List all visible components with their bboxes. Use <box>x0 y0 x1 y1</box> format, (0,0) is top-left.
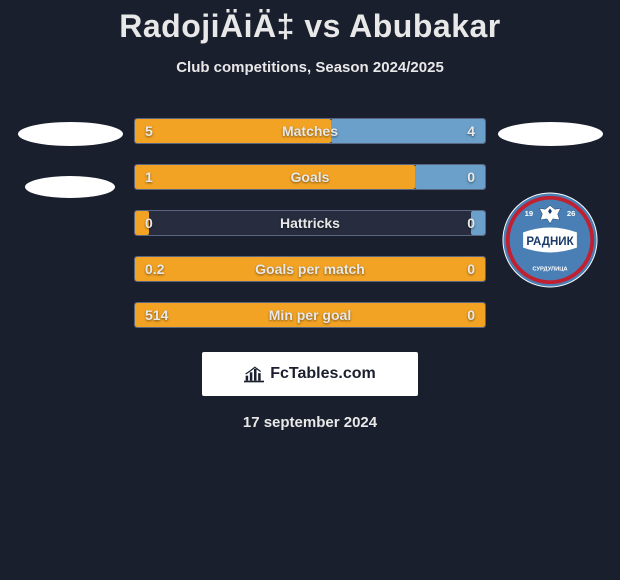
left-ellipse-2 <box>25 176 115 198</box>
stat-label: Goals per match <box>135 257 485 281</box>
stat-label: Matches <box>135 119 485 143</box>
stat-label: Hattricks <box>135 211 485 235</box>
attribution-badge: FcTables.com <box>202 352 418 396</box>
svg-text:26: 26 <box>567 209 576 218</box>
attribution-text: FcTables.com <box>270 365 376 383</box>
club-logo: РАДНИК СУРДУЛИЦА 19 26 <box>502 192 598 288</box>
stat-label: Goals <box>135 165 485 189</box>
stat-row: 00Hattricks <box>134 210 486 236</box>
stat-row: 0.20Goals per match <box>134 256 486 282</box>
svg-text:19: 19 <box>525 209 534 218</box>
stat-row: 54Matches <box>134 118 486 144</box>
chart-icon <box>244 365 264 383</box>
right-side-column: РАДНИК СУРДУЛИЦА 19 26 <box>490 118 610 288</box>
footer-date: 17 september 2024 <box>10 414 610 431</box>
bars-column: 54Matches 10Goals 00Hattricks 0.20Goals per… <box>130 118 490 328</box>
stat-row: 5140Min per goal <box>134 302 486 328</box>
left-side-column <box>10 118 130 198</box>
page-title: RadojiÄiÄ‡ vs Abubakar <box>10 0 610 45</box>
logo-main-text: РАДНИК <box>526 236 574 248</box>
left-ellipse-1 <box>18 122 123 146</box>
subtitle: Club competitions, Season 2024/2025 <box>10 59 610 76</box>
comparison-chart: 54Matches 10Goals 00Hattricks 0.20Goals per… <box>10 118 610 328</box>
stat-label: Min per goal <box>135 303 485 327</box>
logo-sub-text: СУРДУЛИЦА <box>532 267 567 273</box>
stat-row: 10Goals <box>134 164 486 190</box>
right-ellipse-1 <box>498 122 603 146</box>
